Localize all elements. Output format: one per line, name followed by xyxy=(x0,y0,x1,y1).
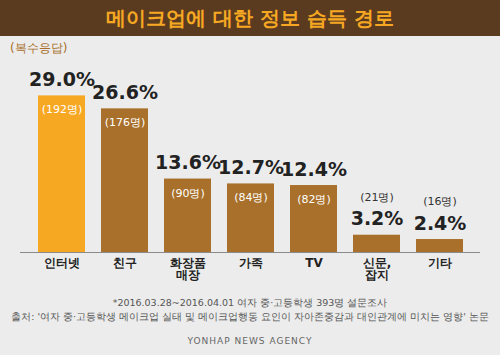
svg-text:인터넷: 인터넷 xyxy=(44,256,80,270)
svg-text:(21명): (21명) xyxy=(360,191,394,204)
svg-text:가족: 가족 xyxy=(239,256,263,270)
svg-text:화장품매장: 화장품매장 xyxy=(170,256,206,282)
svg-text:3.2%: 3.2% xyxy=(351,207,404,229)
svg-text:(176명): (176명) xyxy=(105,116,146,129)
svg-text:신문,잡지: 신문,잡지 xyxy=(363,256,392,282)
svg-text:(84명): (84명) xyxy=(234,191,268,204)
html-text:(복수응답): (복수응답) xyxy=(10,41,68,55)
svg-text:친구: 친구 xyxy=(113,256,137,270)
svg-text:12.7%: 12.7% xyxy=(218,156,284,178)
svg-text:(192명): (192명) xyxy=(42,103,83,116)
svg-text:기타: 기타 xyxy=(428,256,452,270)
svg-text:2.4%: 2.4% xyxy=(414,212,467,234)
svg-text:(16명): (16명) xyxy=(423,195,457,208)
html-text:출처: '여자 중·고등학생 메이크업 실태 및 메이크업행: 출처: '여자 중·고등학생 메이크업 실태 및 메이크업행동 요인이 자아존중… xyxy=(11,311,489,322)
html-text:YONHAP NEWS AGENCY: YONHAP NEWS AGENCY xyxy=(187,336,313,346)
svg-text:29.0%: 29.0% xyxy=(29,68,95,90)
svg-text:(82명): (82명) xyxy=(297,193,331,206)
html-text:*2016.03.28~2016.04.01 여자 중·고등: *2016.03.28~2016.04.01 여자 중·고등학생 393명 설문… xyxy=(112,297,388,308)
svg-text:TV: TV xyxy=(305,256,323,270)
svg-text:(90명): (90명) xyxy=(171,187,205,200)
html-text:메이크업에 대한 정보 습득 경로: 메이크업에 대한 정보 습득 경로 xyxy=(106,6,394,30)
svg-text:13.6%: 13.6% xyxy=(155,151,221,173)
svg-text:12.4%: 12.4% xyxy=(281,158,347,180)
svg-text:26.6%: 26.6% xyxy=(92,81,158,103)
